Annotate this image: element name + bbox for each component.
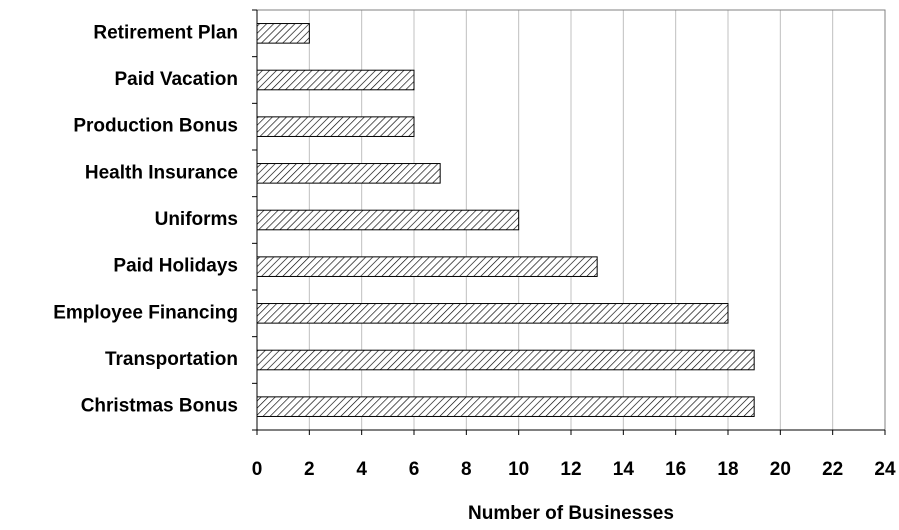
category-label: Retirement Plan [93, 22, 238, 43]
x-tick-label: 0 [252, 459, 263, 480]
bars [256, 23, 755, 417]
x-tick-label: 2 [304, 459, 315, 480]
bar [256, 116, 415, 137]
x-tick-label: 10 [508, 459, 529, 480]
x-tick-label: 8 [461, 459, 472, 480]
axes [252, 9, 886, 435]
bar [256, 256, 598, 277]
category-label: Employee Financing [53, 302, 238, 323]
category-label: Transportation [105, 349, 238, 370]
bar [256, 163, 441, 184]
category-label: Paid Vacation [114, 69, 238, 90]
x-tick-label: 14 [613, 459, 635, 480]
category-label: Production Bonus [73, 116, 238, 137]
bar [256, 396, 755, 417]
x-tick-label: 6 [409, 459, 420, 480]
bar [256, 209, 520, 231]
x-tick-label: 20 [770, 459, 791, 480]
x-tick-label: 24 [874, 459, 896, 480]
category-label: Christmas Bonus [81, 396, 238, 417]
bar [256, 23, 310, 44]
category-label: Health Insurance [85, 162, 238, 183]
category-label: Uniforms [155, 209, 238, 230]
x-tick-label: 12 [560, 459, 581, 480]
bar [256, 303, 729, 324]
x-tick-label: 4 [356, 459, 367, 480]
x-tick-label: 16 [665, 459, 686, 480]
x-axis-title: Number of Businesses [468, 503, 674, 524]
bar [256, 349, 755, 371]
category-label: Paid Holidays [113, 256, 238, 277]
category-labels: Retirement Plan Paid Vacation Production B… [53, 22, 238, 416]
x-tick-label: 22 [822, 459, 843, 480]
x-tick-label: 18 [717, 459, 738, 480]
bar [256, 69, 415, 91]
x-tick-labels: 0 2 4 6 8 10 12 14 16 18 20 22 24 [252, 459, 896, 480]
